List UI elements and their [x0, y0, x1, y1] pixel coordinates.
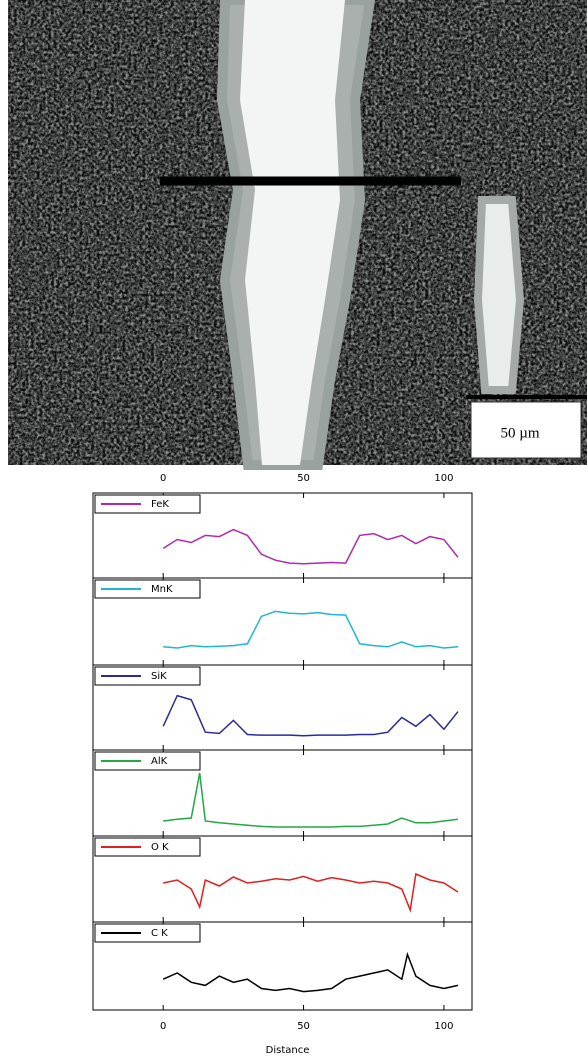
x-tick-label: 50: [297, 1021, 310, 1032]
legend-box: [94, 666, 201, 686]
x-axis-label: Distance: [266, 1045, 310, 1056]
legend-label: AlK: [151, 756, 168, 767]
data-line: [162, 951, 459, 993]
legend-label: SiK: [151, 671, 167, 682]
x-tick-label: 50: [297, 473, 310, 484]
legend-box: [94, 579, 201, 599]
data-line: [163, 772, 459, 828]
scale-bar-label: 50 µm: [500, 425, 539, 441]
legend-box: [94, 494, 201, 514]
legend-label: FeK: [151, 499, 169, 510]
legend-label: C K: [151, 928, 168, 939]
x-tick-label: 100: [434, 473, 453, 484]
x-tick-label: 100: [434, 1021, 453, 1032]
data-line: [163, 872, 459, 913]
line-scans: 0 50 100 FeK MnK SiK AlK O K 0 50 100 C K Distance: [92, 473, 473, 1056]
legend-box: [94, 751, 201, 771]
legend-label: MnK: [151, 584, 173, 595]
legend-box: [94, 923, 201, 943]
x-tick-label: 0: [160, 473, 166, 484]
legend-label: O K: [151, 842, 169, 853]
legend-box: [94, 837, 201, 857]
panel-frame: [92, 921, 473, 1011]
data-line: [162, 528, 459, 565]
x-tick-label: 0: [160, 1021, 166, 1032]
sem-image: 50 µm: [8, 0, 587, 470]
data-line: [162, 694, 459, 737]
data-line: [163, 610, 459, 649]
